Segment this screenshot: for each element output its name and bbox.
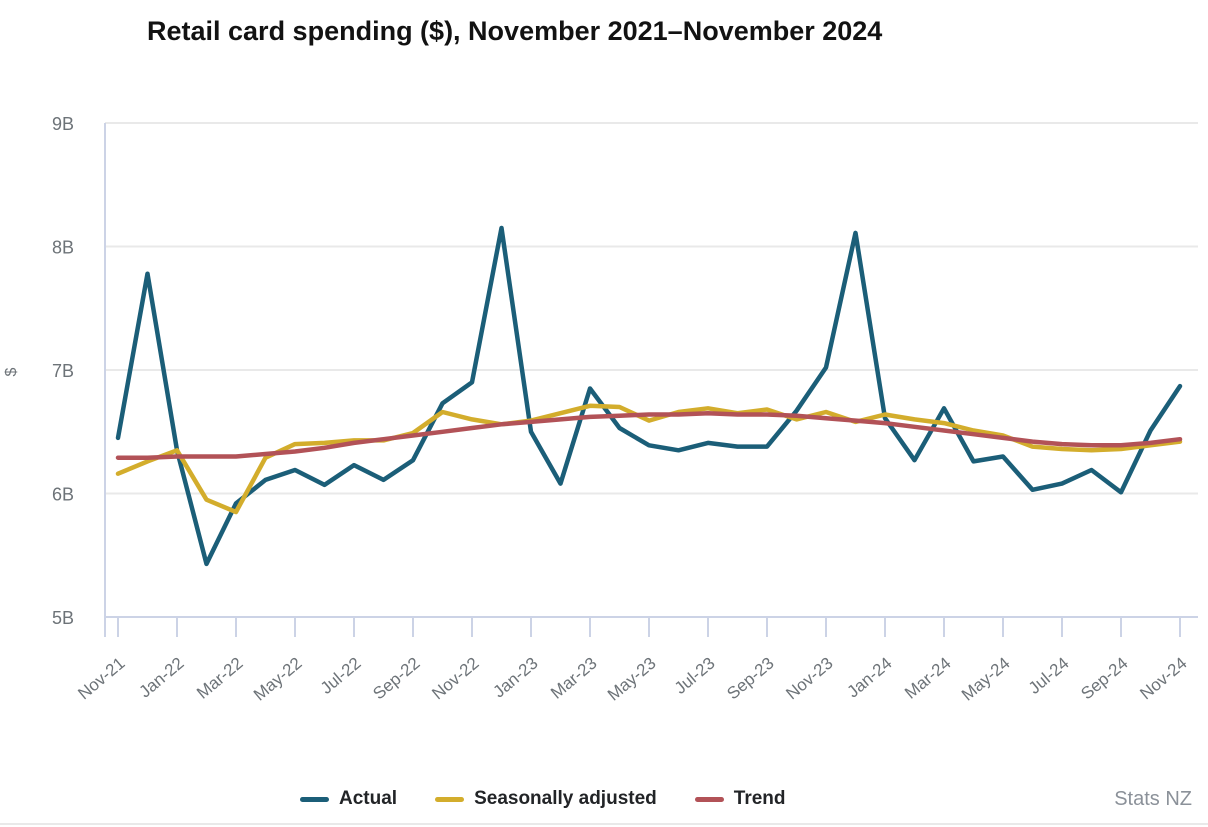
- y-tick-label-8B: 8B: [52, 238, 74, 258]
- legend-label-seasonally-adjusted: Seasonally adjusted: [474, 788, 657, 809]
- x-tick-label-Jul-23: Jul-23: [671, 654, 719, 698]
- x-tick-label-May-23: May-23: [604, 654, 660, 705]
- x-tick-label-Mar-23: Mar-23: [547, 654, 600, 703]
- y-tick-label-9B: 9B: [52, 114, 74, 134]
- series-line-seasonally-adjusted: [115, 403, 1183, 515]
- y-tick-label-5B: 5B: [52, 608, 74, 628]
- y-tick-label-6B: 6B: [52, 485, 74, 505]
- x-tick-label-Sep-22: Sep-22: [369, 654, 423, 704]
- x-tick-label-Jul-22: Jul-22: [317, 654, 365, 698]
- legend-label-trend: Trend: [733, 788, 786, 809]
- actual-line-swatch: [300, 796, 329, 802]
- x-tick-label-Sep-23: Sep-23: [723, 654, 777, 704]
- x-tick-label-Nov-22: Nov-22: [428, 654, 482, 704]
- trend-line-swatch: [694, 796, 724, 802]
- x-tick-label-Jan-22: Jan-22: [136, 654, 188, 702]
- x-tick-label-May-22: May-22: [250, 654, 306, 705]
- bottom-divider: [0, 823, 1208, 825]
- y-tick-label-7B: 7B: [52, 361, 74, 381]
- chart-title: Retail card spending ($), November 2021–…: [147, 16, 883, 46]
- x-tick-label-Mar-22: Mar-22: [193, 654, 246, 703]
- legend-label-actual: Actual: [339, 788, 398, 809]
- legend-item-actual: Actual: [300, 788, 397, 810]
- seasonally-adjusted-line-swatch: [435, 796, 465, 802]
- series-line-actual: [115, 225, 1183, 567]
- x-tick-label-Jan-23: Jan-23: [490, 654, 542, 702]
- x-tick-label-May-24: May-24: [958, 654, 1014, 705]
- x-tick-label-Nov-24: Nov-24: [1136, 654, 1190, 704]
- x-tick-label-Sep-24: Sep-24: [1077, 654, 1131, 704]
- source-attribution: Stats NZ: [1114, 788, 1192, 810]
- x-tick-label-Jan-24: Jan-24: [844, 654, 896, 702]
- x-tick-label-Jul-24: Jul-24: [1025, 654, 1073, 698]
- series-line-trend: [115, 410, 1183, 460]
- legend-item-trend: Trend: [694, 788, 786, 810]
- x-tick-label-Mar-24: Mar-24: [901, 654, 954, 703]
- chart-legend: Actual Seasonally adjusted Trend: [300, 784, 786, 814]
- x-tick-label-Nov-23: Nov-23: [782, 654, 836, 704]
- x-tick-label-Nov-21: Nov-21: [74, 654, 128, 704]
- legend-item-seasonally-adjusted: Seasonally adjusted: [435, 788, 657, 810]
- y-axis-title: $: [3, 367, 20, 376]
